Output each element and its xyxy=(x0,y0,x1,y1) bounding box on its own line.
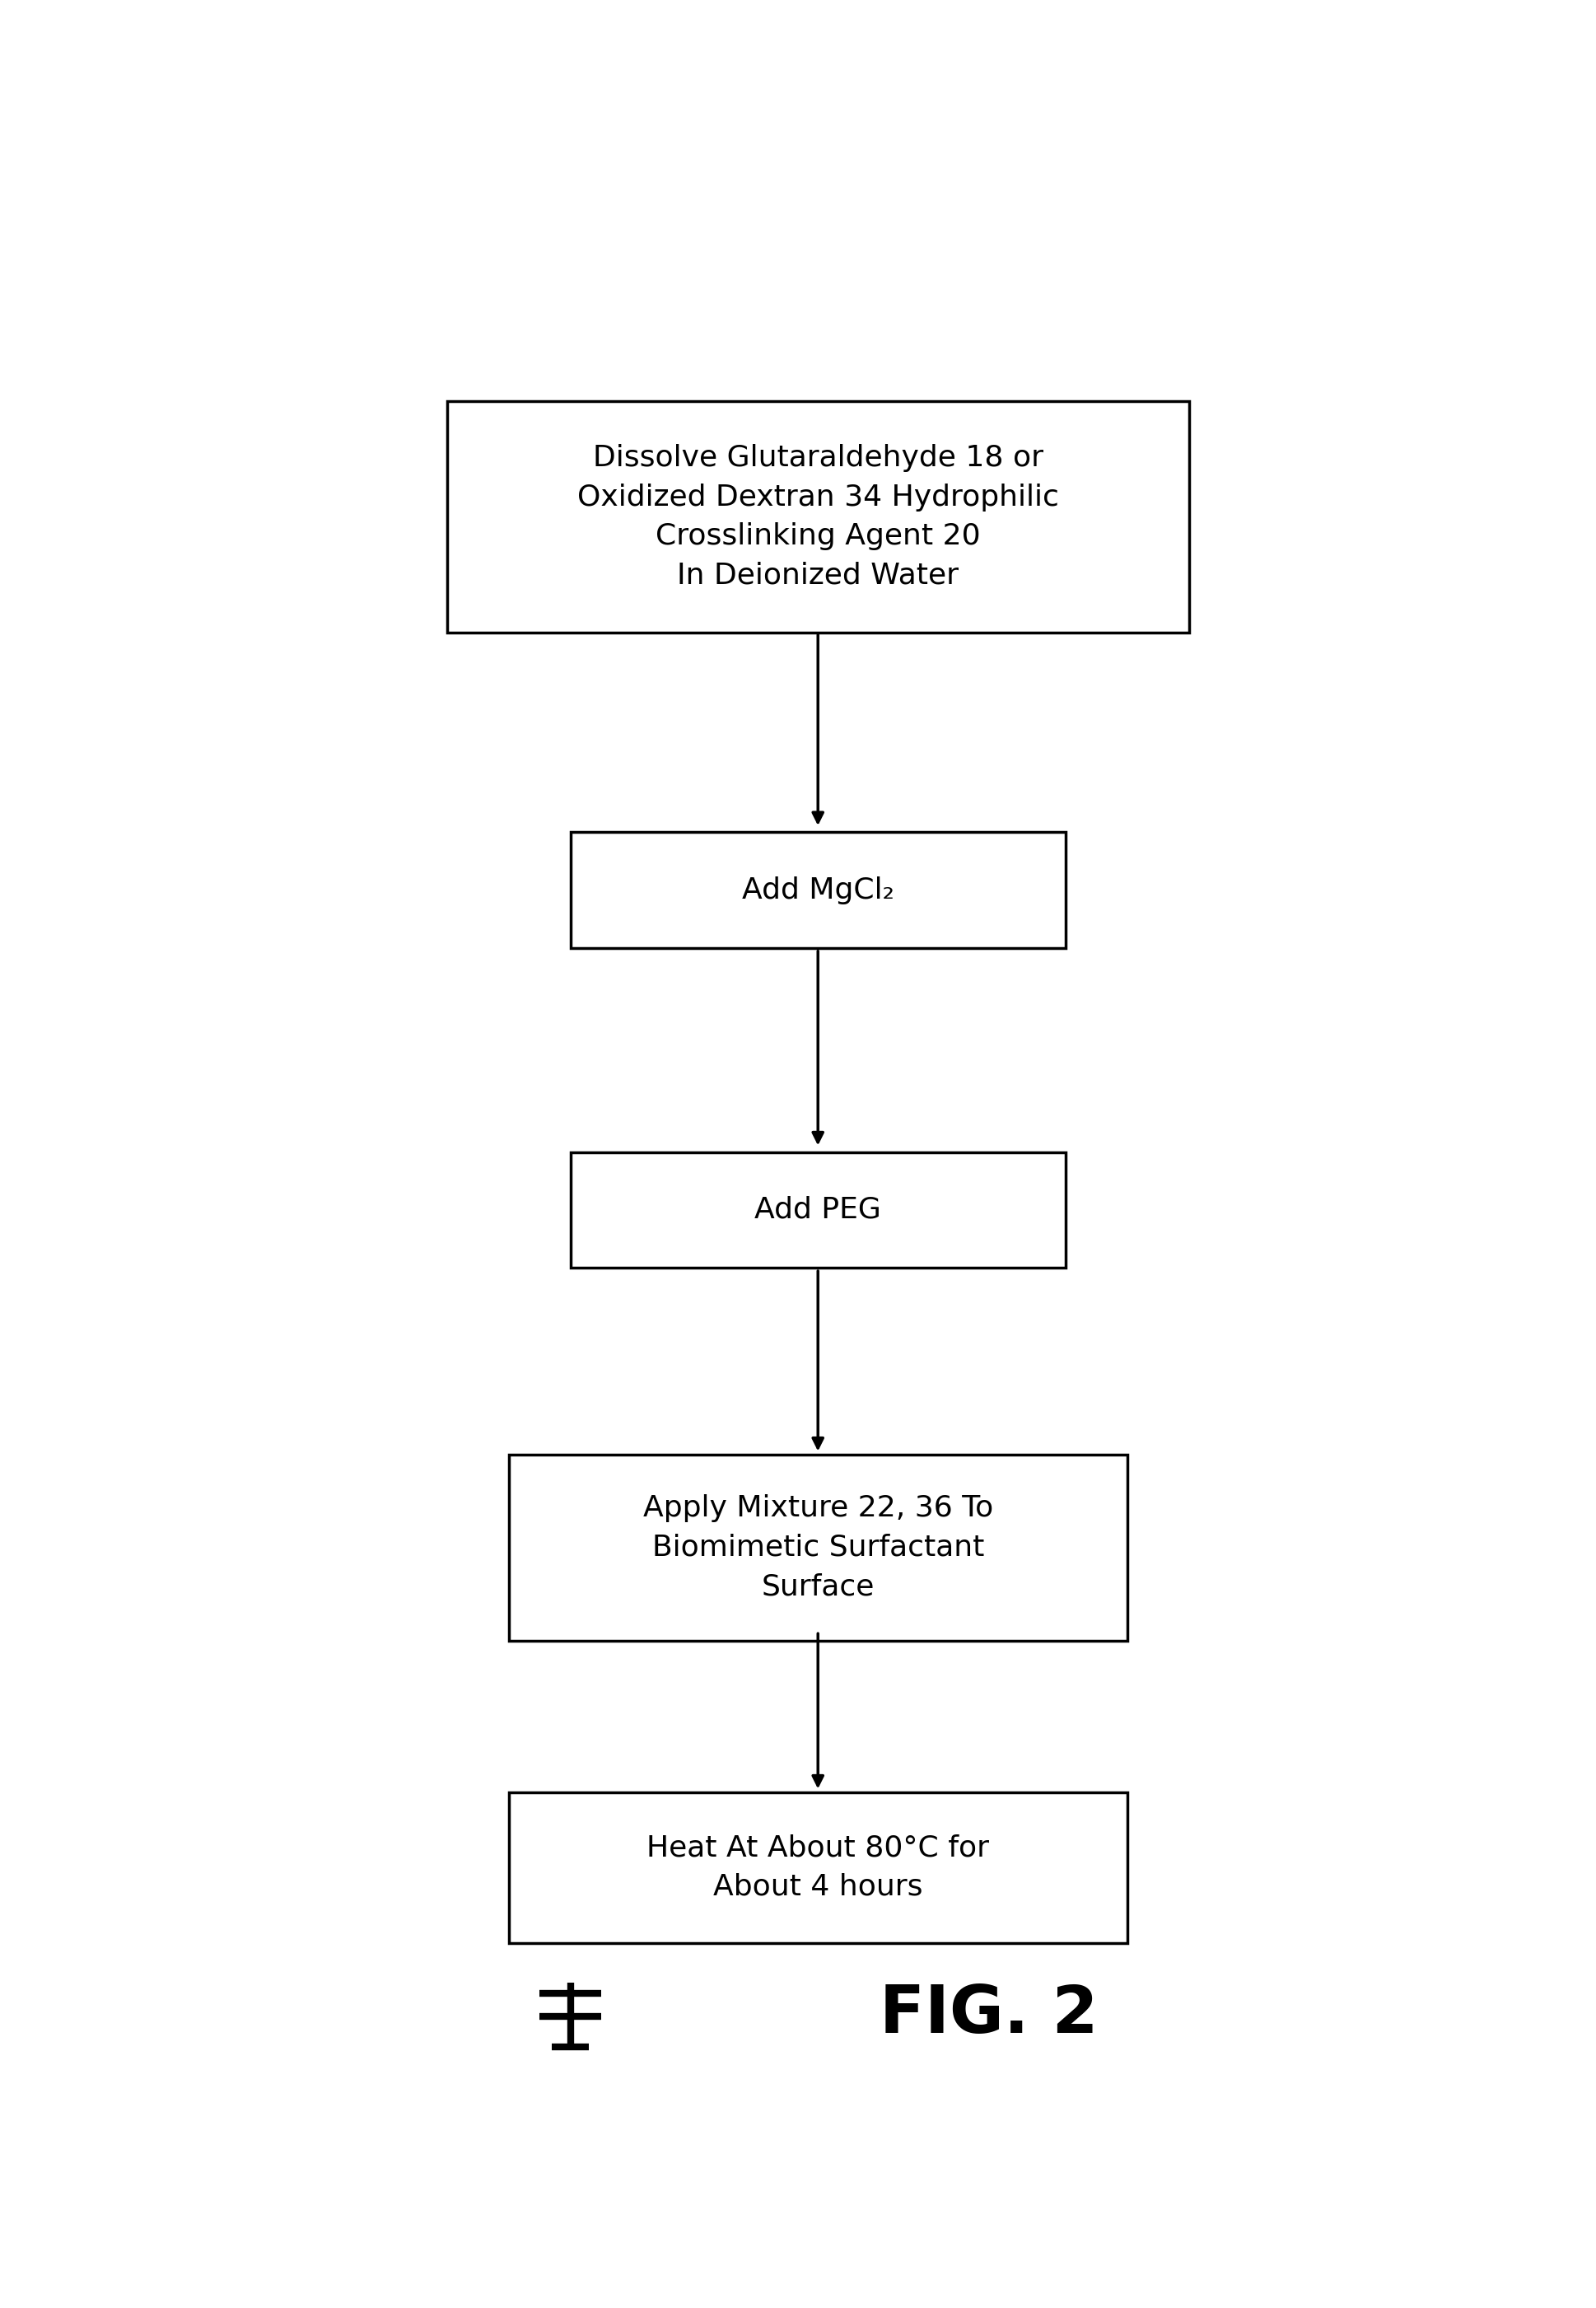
Bar xyxy=(509,1791,1127,1943)
Bar xyxy=(571,1152,1066,1267)
Text: Dissolve Glutaraldehyde 18 or
Oxidized Dextran 34 Hydrophilic
Crosslinking Agent: Dissolve Glutaraldehyde 18 or Oxidized D… xyxy=(578,443,1058,589)
Bar xyxy=(509,1454,1127,1641)
Bar xyxy=(447,402,1189,632)
Bar xyxy=(571,833,1066,949)
Text: Add MgCl₂: Add MgCl₂ xyxy=(742,877,894,905)
Text: Apply Mixture 22, 36 To
Biomimetic Surfactant
Surface: Apply Mixture 22, 36 To Biomimetic Surfa… xyxy=(643,1496,993,1602)
Text: FIG. 2: FIG. 2 xyxy=(879,1983,1098,2047)
Text: Heat At About 80°C for
About 4 hours: Heat At About 80°C for About 4 hours xyxy=(646,1835,990,1902)
Text: Add PEG: Add PEG xyxy=(755,1196,881,1223)
